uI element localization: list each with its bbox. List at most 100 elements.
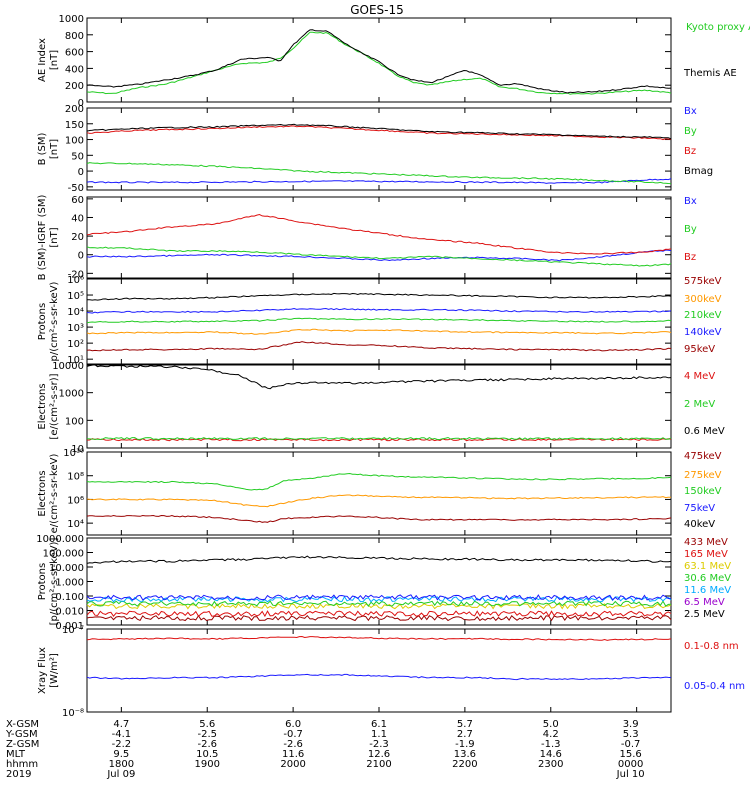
series-line <box>86 178 672 184</box>
y-axis-label: Protons <box>37 563 48 600</box>
y-axis-label: Electrons <box>37 383 48 429</box>
time-cell: 2200 <box>452 759 477 770</box>
y-tick-label: 10000 <box>52 361 84 372</box>
legend-label: 40keV <box>684 519 715 530</box>
y-tick-label: 10⁶ <box>67 275 84 286</box>
time-cell: 6.0 <box>285 719 301 730</box>
legend-label: By <box>684 224 697 235</box>
legend-label: Bmag <box>684 166 713 177</box>
y-tick-label: 0.001 <box>55 621 84 632</box>
legend-label: Kyoto proxy AE <box>686 22 750 33</box>
y-tick-label: 200 <box>65 81 84 92</box>
legend-label: 275keV <box>684 470 722 481</box>
legend-label: 575keV <box>684 276 722 287</box>
y-tick-label: 600 <box>65 48 84 59</box>
figure-title: GOES-15 <box>350 3 404 17</box>
series-line <box>86 364 672 390</box>
y-axis-label: [p/(cm²-s-sr-keV)] <box>49 538 60 626</box>
series-line <box>86 436 672 441</box>
series-line <box>86 555 672 564</box>
panel-2: -50 0 50 100 150 200 B (SM) [nT] Bx By Bz Bmag <box>37 104 713 194</box>
series-line <box>86 317 672 324</box>
legend-label: 95keV <box>684 344 715 355</box>
legend-label: Bz <box>684 146 696 157</box>
panel-8: 10⁻⁸ 10⁻⁷ Xray Flux [W/m²] 0.1-0.8 nm 0.05-0.… <box>37 625 745 719</box>
y-tick-label: 400 <box>65 64 84 75</box>
legend-label: 2 MeV <box>684 399 715 410</box>
series-line <box>86 614 672 622</box>
time-cell: 2000 <box>280 759 305 770</box>
y-axis-label: [e/(cm²-s-sr)] <box>49 373 60 439</box>
legend-label: 30.6 MeV <box>684 573 731 584</box>
time-cell: 1.1 <box>371 729 387 740</box>
panel-frame <box>86 107 672 191</box>
panel-frame <box>86 196 672 279</box>
y-axis-label: B (SM)-IGRF (SM) <box>37 195 48 281</box>
legend-label: 165 MeV <box>684 549 728 560</box>
time-cell: 2300 <box>538 759 563 770</box>
y-tick-label: 100 <box>65 416 84 427</box>
time-cell: 9.5 <box>113 749 129 760</box>
panel-frame <box>86 451 672 536</box>
time-cell: 0000 <box>618 759 643 770</box>
y-tick-label: 10³ <box>67 323 84 334</box>
panel-7: 0.001 0.010 0.100 1.000 10.000 100.000 1000.00… <box>36 534 731 632</box>
y-axis-label: [nT] <box>49 50 60 70</box>
series-line <box>86 125 671 141</box>
legend-label: 11.6 MeV <box>684 585 731 596</box>
time-cell: 1900 <box>195 759 220 770</box>
series-line <box>86 341 672 352</box>
time-cell: -1.9 <box>455 739 475 750</box>
time-cell: 5.7 <box>457 719 473 730</box>
time-cell: 1800 <box>109 759 134 770</box>
time-cell: 3.9 <box>623 719 639 730</box>
legend-label: 433 MeV <box>684 537 728 548</box>
y-tick-label: 10⁸ <box>67 472 84 483</box>
legend-label: 475keV <box>684 451 722 462</box>
series-line <box>86 600 672 607</box>
y-tick-label: -20 <box>68 269 84 280</box>
time-cell: -0.7 <box>621 739 641 750</box>
series-line <box>86 514 672 523</box>
time-cell: -2.6 <box>197 739 217 750</box>
legend-label: 2.5 MeV <box>684 609 725 620</box>
y-axis-label: [nT] <box>49 139 60 159</box>
time-cell: 4.2 <box>543 729 559 740</box>
y-tick-label: 1000 <box>59 14 84 25</box>
y-tick-label: 10⁻⁷ <box>62 625 84 636</box>
series-line <box>87 292 672 301</box>
legend-label: 300keV <box>684 294 722 305</box>
time-row-label: Y-GSM <box>5 729 38 740</box>
legend-label: Bx <box>684 106 697 117</box>
series-line <box>86 123 672 140</box>
y-axis-label: B (SM) <box>37 132 48 165</box>
y-axis-label: [W/m²] <box>49 653 60 688</box>
legend-label: 63.1 MeV <box>684 561 731 572</box>
y-axis-label: Electrons <box>37 470 48 516</box>
legend-label: 0.6 MeV <box>684 426 725 437</box>
legend-label: 140keV <box>684 327 722 338</box>
y-tick-label: 20 <box>71 232 84 243</box>
legend-label: Bx <box>684 196 697 207</box>
y-tick-label: 10⁻⁸ <box>62 708 84 719</box>
legend-label: By <box>684 126 697 137</box>
series-line <box>86 213 672 255</box>
time-cell: -0.7 <box>283 729 303 740</box>
y-tick-label: 200 <box>65 104 84 115</box>
y-tick-label: 40 <box>71 213 84 224</box>
y-tick-label: 10.000 <box>49 563 84 574</box>
y-axis-label: e/(cm²-s-sr-keV) <box>49 454 60 534</box>
series-line <box>86 246 672 267</box>
y-axis-label: [nT] <box>49 227 60 247</box>
y-tick-label: 10² <box>67 339 84 350</box>
series-line <box>86 494 672 508</box>
time-cell: 13.6 <box>454 749 476 760</box>
y-tick-label: 10⁴ <box>67 307 84 318</box>
time-row-label: Z-GSM <box>6 739 39 750</box>
time-cell: Jul 09 <box>106 769 135 780</box>
series-line <box>86 635 672 641</box>
time-cell: 4.7 <box>113 719 129 730</box>
time-cell: 2100 <box>366 759 391 770</box>
time-cell: -4.1 <box>112 729 132 740</box>
